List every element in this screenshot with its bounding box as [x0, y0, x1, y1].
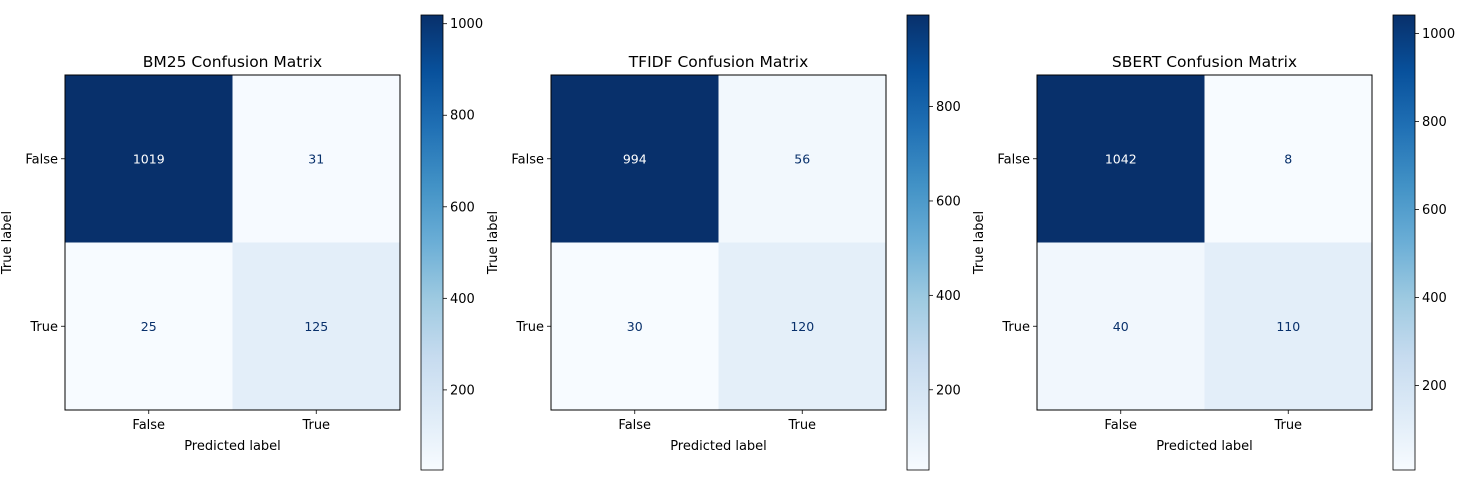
bm25-confusion-matrix: 1019 31 25 125 False True False True BM25 Confus…: [0, 14, 483, 471]
x-tick-label: False: [1104, 418, 1137, 433]
axes-frame: [1036, 74, 1373, 411]
cell-value-label: 25: [141, 319, 157, 334]
cell-value-label: 40: [1113, 319, 1129, 334]
x-tick-label: True: [1273, 418, 1302, 433]
cell-value-label: 994: [623, 151, 647, 166]
matrix-cell: [551, 75, 719, 243]
colorbar-tick-label: 1000: [450, 17, 483, 32]
matrix-cell: [65, 242, 233, 410]
cell-value-label: 1042: [1105, 151, 1137, 166]
cell-value-label: 31: [308, 151, 324, 166]
cell-value-label: 125: [304, 319, 328, 334]
colorbar-tick-label: 200: [450, 383, 475, 398]
y-tick-label: True: [515, 320, 544, 335]
chart-title: SBERT Confusion Matrix: [1112, 53, 1297, 71]
y-axis-label: True label: [0, 211, 15, 275]
matrix-cell: [1204, 242, 1372, 410]
colorbar-tick-label: 600: [1422, 203, 1447, 218]
matrix-cell: [1037, 242, 1205, 410]
matrix-cell: [1204, 75, 1372, 243]
x-axis-label: Predicted label: [1156, 439, 1253, 454]
y-axis-label: True label: [972, 211, 987, 275]
x-tick-label: False: [618, 418, 651, 433]
x-tick-label: True: [301, 418, 330, 433]
colorbar-tick-label: 800: [1422, 115, 1447, 130]
axes-frame: [64, 74, 401, 411]
tfidf-confusion-matrix: 994 56 30 120 False True False True TFIDF Confus…: [486, 14, 961, 471]
x-axis-label: Predicted label: [670, 439, 767, 454]
matrix-cell: [718, 75, 886, 243]
x-tick-label: False: [132, 418, 165, 433]
colorbar-tick-label: 400: [450, 292, 475, 307]
colorbar-tick-label: 200: [1422, 379, 1447, 394]
colorbar: [420, 14, 444, 471]
y-tick-label: True: [29, 320, 58, 335]
sbert-confusion-matrix: 1042 8 40 110 False True False True SBERT Confus…: [972, 14, 1455, 471]
matrix-cell: [232, 75, 400, 243]
y-tick-label: False: [25, 152, 58, 167]
chart-title: TFIDF Confusion Matrix: [628, 53, 809, 71]
x-tick-label: True: [787, 418, 816, 433]
colorbar-tick-label: 400: [1422, 291, 1447, 306]
colorbar-tick-label: 1000: [1422, 27, 1455, 42]
chart-title: BM25 Confusion Matrix: [143, 53, 322, 71]
matrix-cell: [65, 75, 233, 243]
cell-value-label: 56: [794, 151, 810, 166]
matrix-cell: [232, 242, 400, 410]
y-tick-label: False: [997, 152, 1030, 167]
colorbar-tick-label: 800: [450, 109, 475, 124]
axes-frame: [550, 74, 887, 411]
colorbar: [1392, 14, 1416, 471]
y-tick-label: False: [511, 152, 544, 167]
colorbar: [906, 14, 930, 471]
x-axis-label: Predicted label: [184, 439, 281, 454]
cell-value-label: 110: [1276, 319, 1300, 334]
colorbar-tick-label: 200: [936, 383, 961, 398]
colorbar-tick-label: 600: [936, 194, 961, 209]
y-axis-label: True label: [486, 211, 501, 275]
colorbar-tick-label: 800: [936, 100, 961, 115]
colorbar-tick-label: 400: [936, 289, 961, 304]
y-tick-label: True: [1001, 320, 1030, 335]
matrix-cell: [1037, 75, 1205, 243]
colorbar-tick-label: 600: [450, 200, 475, 215]
cell-value-label: 30: [627, 319, 643, 334]
matrix-cell: [718, 242, 886, 410]
cell-value-label: 8: [1284, 151, 1292, 166]
cell-value-label: 120: [790, 319, 814, 334]
cell-value-label: 1019: [133, 151, 165, 166]
matrix-cell: [551, 242, 719, 410]
